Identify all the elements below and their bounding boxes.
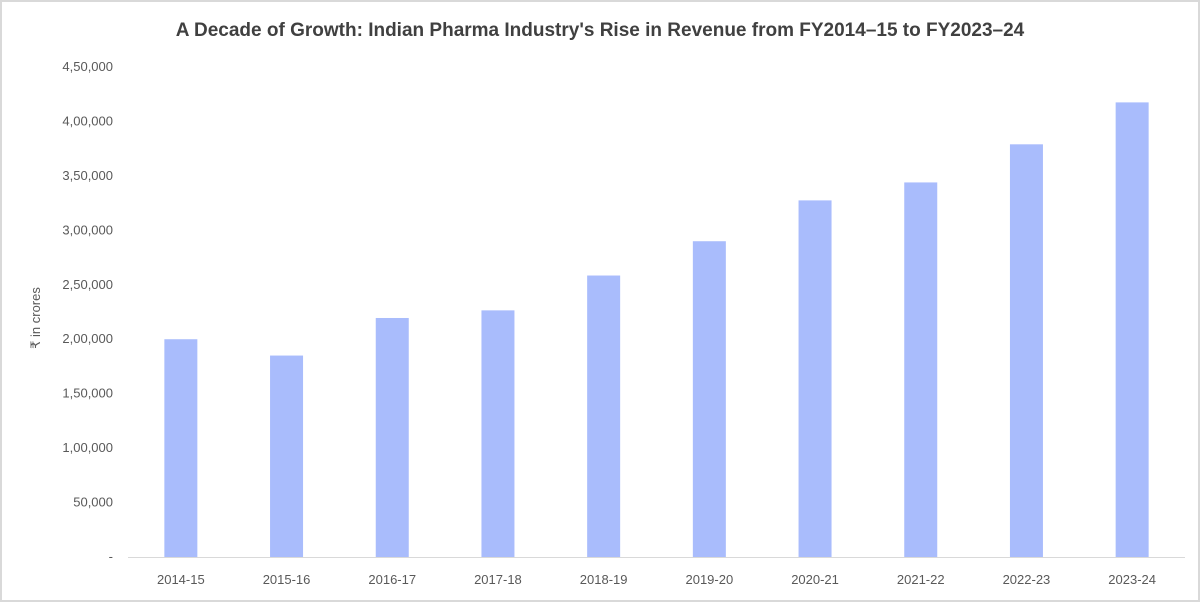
y-tick-label: 2,00,000 xyxy=(62,331,113,346)
y-tick-label: 1,00,000 xyxy=(62,440,113,455)
y-tick-label: 50,000 xyxy=(73,495,113,510)
y-tick-label: 3,50,000 xyxy=(62,168,113,183)
y-tick-label: 1,50,000 xyxy=(62,386,113,401)
x-tick-label: 2018-19 xyxy=(580,572,628,587)
bar xyxy=(270,355,304,557)
chart-title: A Decade of Growth: Indian Pharma Indust… xyxy=(175,20,1025,41)
x-tick-label: 2020-21 xyxy=(791,572,839,587)
x-tick-label: 2019-20 xyxy=(685,572,733,587)
x-tick-label: 2021-22 xyxy=(897,572,945,587)
y-tick-label: 2,50,000 xyxy=(62,277,113,292)
x-tick-label: 2014-15 xyxy=(157,572,205,587)
bar xyxy=(587,275,621,557)
bar xyxy=(1009,144,1043,558)
bar xyxy=(692,241,726,557)
y-tick-label: 4,00,000 xyxy=(62,113,113,128)
x-tick-label: 2016-17 xyxy=(368,572,416,587)
bar xyxy=(1115,102,1149,557)
x-tick-label: 2015-16 xyxy=(263,572,311,587)
x-tick-label: 2017-18 xyxy=(474,572,522,587)
y-tick-label: 4,50,000 xyxy=(62,59,113,74)
y-tick-label: - xyxy=(109,549,113,564)
bar xyxy=(375,317,409,557)
y-tick-label: 3,00,000 xyxy=(62,222,113,237)
x-tick-label: 2023-24 xyxy=(1108,572,1156,587)
bar xyxy=(481,310,515,557)
bar xyxy=(164,339,198,557)
bar xyxy=(904,182,938,557)
x-tick-label: 2022-23 xyxy=(1003,572,1051,587)
bar xyxy=(798,200,832,557)
